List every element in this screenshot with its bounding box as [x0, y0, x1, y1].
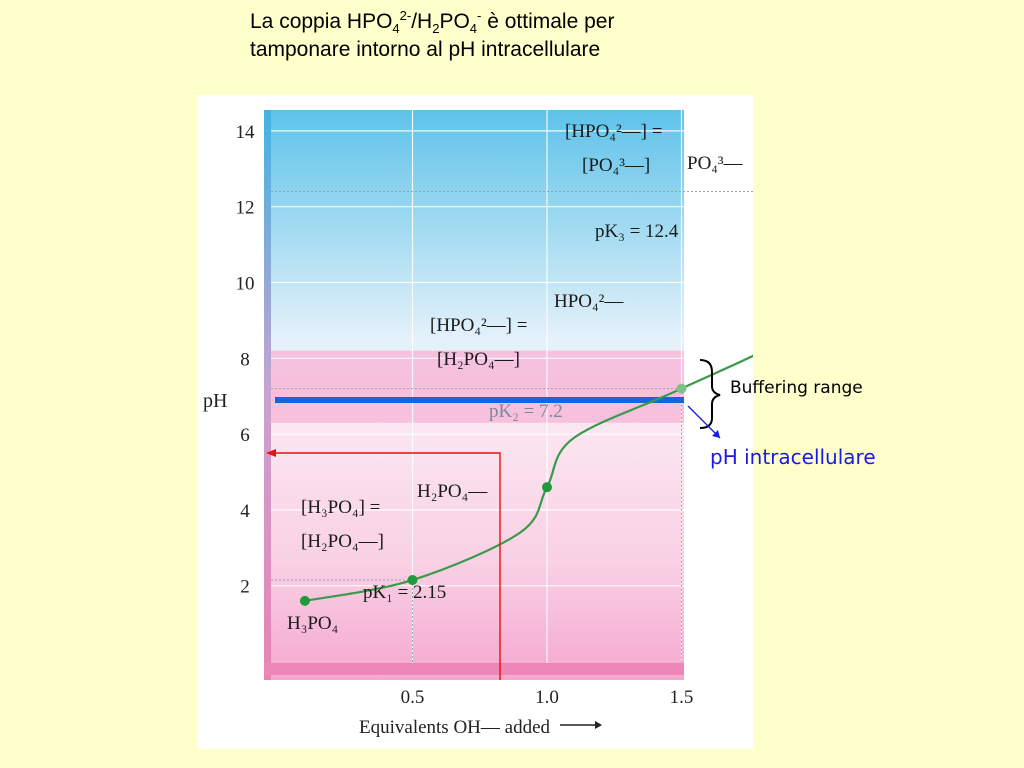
- title-line-1: La coppia HPO42-/H2PO4- è ottimale per: [250, 8, 615, 37]
- label-eq1-bottom: [H₂PO₄—]: [301, 531, 384, 552]
- label-eq1-top: [H₃PO₄] =: [301, 497, 380, 518]
- label-po4: PO₄³—: [687, 153, 744, 174]
- y-tick-label: 2: [240, 577, 250, 598]
- label-eq2-bottom: [H₂PO₄—]: [437, 349, 520, 370]
- curve-point: [299, 595, 310, 606]
- label-pk3: pK₃ = 12.4: [595, 221, 679, 242]
- curve-point: [542, 482, 552, 493]
- y-axis-label: pH: [203, 390, 227, 412]
- y-tick-label: 8: [240, 349, 250, 370]
- y-tick-label: 6: [240, 425, 250, 446]
- label-h2po4: H₂PO₄—: [417, 481, 488, 502]
- x-tick-label: 1.0: [535, 687, 559, 708]
- y-tick-label: 14: [236, 122, 256, 143]
- label-h3po4: H₃PO₄: [287, 613, 338, 634]
- ph-intracellular-label: pH intracellulare: [710, 445, 876, 469]
- title-line-2: tamponare intorno al pH intracellulare: [250, 38, 601, 61]
- label-pk2: pK₂ = 7.2: [489, 401, 563, 422]
- curve-point: [676, 383, 687, 394]
- titration-chart: 0.51.01.52.02.53.02468101214 pH Equivale…: [203, 110, 753, 738]
- buffering-range-band: [271, 350, 684, 423]
- slide-title: La coppia HPO42-/H2PO4- è ottimale per t…: [250, 8, 770, 64]
- x-tick-label: 0.5: [401, 687, 425, 708]
- ph-color-strip: [264, 110, 271, 680]
- label-eq3-bottom: [PO₄³—]: [582, 155, 650, 176]
- label-eq2-top: [HPO₄²—] =: [430, 315, 527, 336]
- y-tick-label: 10: [236, 274, 255, 295]
- buffering-range-label: Buffering range: [730, 378, 863, 398]
- titration-chart-panel: 0.51.01.52.02.53.02468101214 pH Equivale…: [197, 95, 753, 749]
- y-tick-label: 4: [240, 501, 250, 522]
- axis-tick-labels: 0.51.01.52.02.53.02468101214: [236, 122, 694, 708]
- label-hpo4: HPO₄²—: [554, 291, 624, 312]
- label-pk1: pK₁ = 2.15: [363, 582, 446, 603]
- x-axis-arrow: [560, 721, 602, 729]
- x-axis-label: Equivalents OH— added: [359, 717, 551, 738]
- plot-bottom-band: [264, 663, 684, 675]
- x-tick-label: 1.5: [670, 687, 694, 708]
- intracellular-ph-line: [275, 396, 684, 403]
- label-eq3-top: [HPO₄²—] =: [565, 121, 662, 142]
- y-tick-label: 12: [236, 198, 255, 219]
